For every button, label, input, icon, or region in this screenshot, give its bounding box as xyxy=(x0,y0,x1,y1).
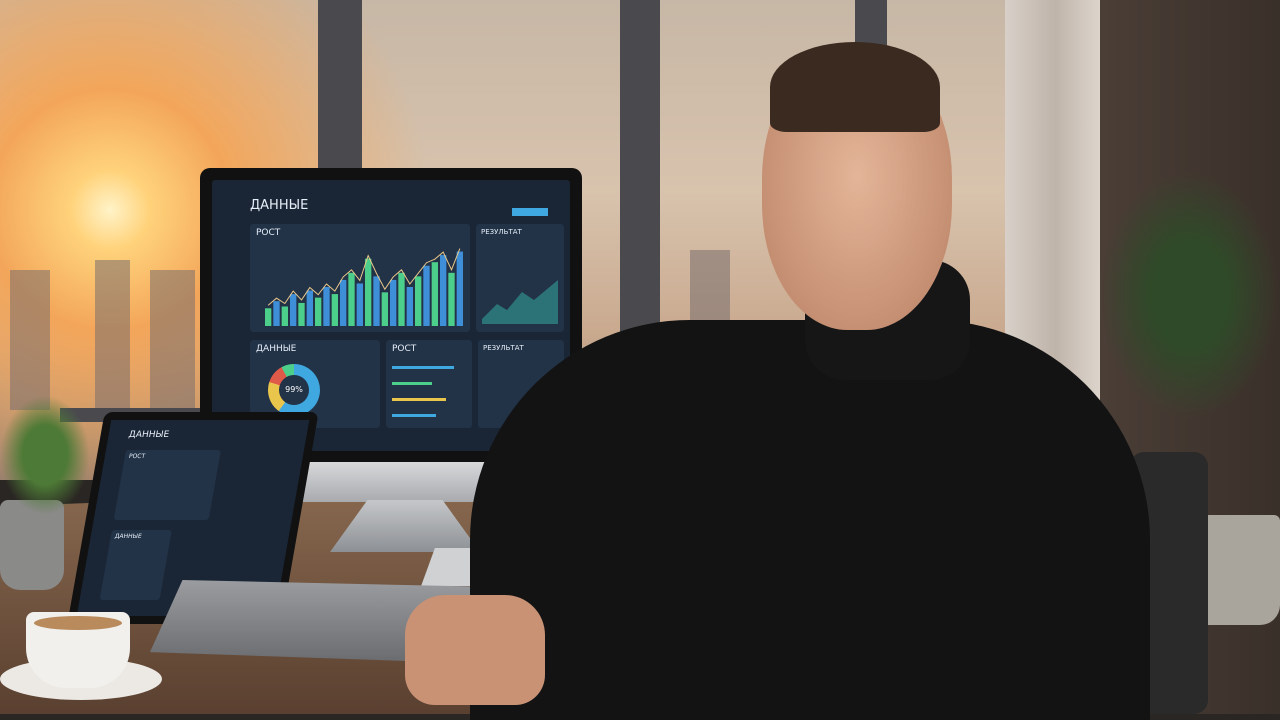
bar xyxy=(431,262,438,326)
bar xyxy=(448,272,455,326)
laptop-growth-panel: РОСТ xyxy=(113,450,221,520)
bar xyxy=(290,294,297,326)
bar xyxy=(265,308,272,326)
plant-pot-left xyxy=(0,500,64,590)
bar xyxy=(356,283,363,326)
donut-chart: 99% xyxy=(268,364,320,416)
panel-title: РОСТ xyxy=(256,228,281,238)
donut-value: 99% xyxy=(279,375,309,405)
bar xyxy=(415,276,422,326)
bar xyxy=(440,255,447,326)
bar xyxy=(398,272,405,326)
building xyxy=(95,260,130,410)
growth-panel: РОСТ xyxy=(250,224,470,332)
bar xyxy=(373,276,380,326)
building xyxy=(10,270,50,410)
dashboard-screen: ДАННЫЕ РОСТ РЕЗУЛЬТАТ ДАННЫЕ 99% РОСТ РЕ… xyxy=(212,180,570,451)
bar xyxy=(406,287,413,326)
bar xyxy=(423,265,430,326)
bar xyxy=(323,287,330,326)
result-panel: РЕЗУЛЬТАТ xyxy=(476,224,564,332)
bar xyxy=(306,290,313,326)
bar xyxy=(340,279,347,326)
panel-title: РОСТ xyxy=(392,344,417,354)
bar xyxy=(273,301,280,326)
trend-line xyxy=(267,248,461,306)
person-hair xyxy=(770,42,940,132)
growth-bars-panel: РОСТ xyxy=(386,340,472,428)
bar xyxy=(381,292,388,326)
bar-chart xyxy=(265,248,463,326)
coffee-cup xyxy=(26,612,130,688)
laptop-data-panel: ДАННЫЕ xyxy=(99,530,172,600)
panel-title: ДАННЫЕ xyxy=(256,344,297,354)
window-frame xyxy=(318,0,362,180)
person-hand xyxy=(405,595,545,705)
laptop-title: ДАННЫЕ xyxy=(127,430,170,440)
panel-title: РЕЗУЛЬТАТ xyxy=(483,344,524,352)
bar xyxy=(298,302,305,326)
bar xyxy=(365,258,372,326)
dashboard-title: ДАННЫЕ xyxy=(250,198,309,213)
action-button[interactable] xyxy=(512,208,548,216)
panel-title: РЕЗУЛЬТАТ xyxy=(481,228,522,236)
person-torso xyxy=(470,320,1150,720)
plant-right xyxy=(1100,170,1280,420)
plant-left xyxy=(0,395,90,515)
bar xyxy=(390,279,397,326)
bar xyxy=(331,294,338,326)
bar xyxy=(348,272,355,326)
area-chart xyxy=(482,280,558,324)
building xyxy=(150,270,195,410)
bar xyxy=(456,251,463,326)
bar xyxy=(315,297,322,326)
bar xyxy=(281,306,288,326)
